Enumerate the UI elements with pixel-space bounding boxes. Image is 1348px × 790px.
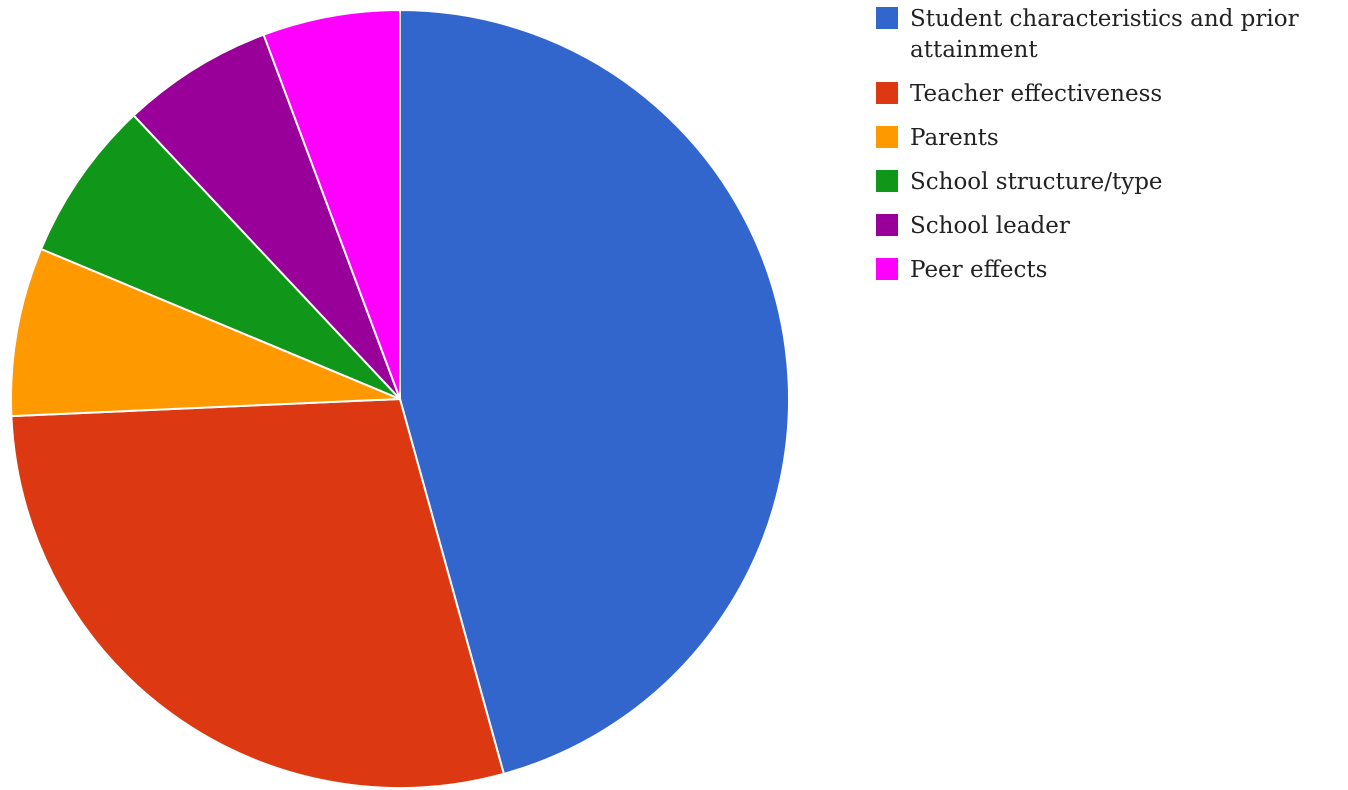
legend-label: Teacher effectiveness [910, 81, 1163, 107]
pie-slice-1[interactable] [399, 9, 790, 775]
pie-plot-area [10, 9, 790, 789]
legend-label: Parents [910, 125, 999, 151]
pie-slice-6[interactable] [262, 9, 401, 400]
legend-item[interactable]: Parents [876, 123, 1346, 154]
legend-swatch [876, 258, 898, 280]
pie-slice-2[interactable] [10, 398, 505, 789]
legend-swatch [876, 126, 898, 148]
legend-item[interactable]: Teacher effectiveness [876, 79, 1346, 110]
pie-slice-5[interactable] [132, 33, 401, 400]
legend-label: School structure/type [910, 169, 1163, 195]
legend-item[interactable]: Student characteristics and prior attain… [876, 4, 1346, 66]
legend-item[interactable]: School structure/type [876, 167, 1346, 198]
legend-swatch [876, 7, 898, 29]
legend-label: School leader [910, 213, 1070, 239]
pie-slice-4[interactable] [40, 114, 401, 400]
legend-swatch [876, 82, 898, 104]
chart-legend: Student characteristics and prior attain… [876, 4, 1346, 299]
pie-slice-3[interactable] [10, 248, 401, 418]
legend-item[interactable]: School leader [876, 211, 1346, 242]
legend-item[interactable]: Peer effects [876, 255, 1346, 286]
legend-swatch [876, 170, 898, 192]
legend-label: Student characteristics and prior attain… [910, 6, 1299, 63]
legend-label: Peer effects [910, 257, 1048, 283]
legend-swatch [876, 214, 898, 236]
